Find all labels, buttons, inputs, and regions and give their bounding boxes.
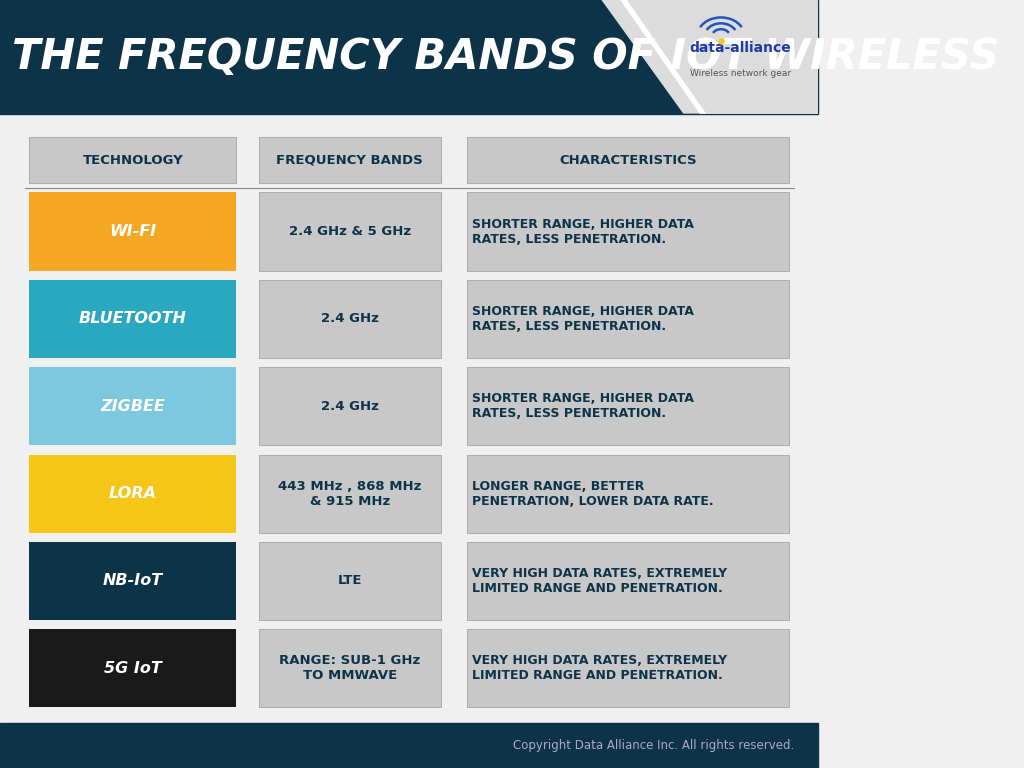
Text: LORA: LORA xyxy=(109,486,157,501)
Bar xyxy=(0,0,818,114)
FancyBboxPatch shape xyxy=(259,629,441,707)
FancyBboxPatch shape xyxy=(259,280,441,358)
FancyBboxPatch shape xyxy=(467,455,788,533)
FancyBboxPatch shape xyxy=(467,542,788,620)
Text: 2.4 GHz & 5 GHz: 2.4 GHz & 5 GHz xyxy=(289,225,411,238)
FancyBboxPatch shape xyxy=(467,367,788,445)
Text: SHORTER RANGE, HIGHER DATA
RATES, LESS PENETRATION.: SHORTER RANGE, HIGHER DATA RATES, LESS P… xyxy=(472,392,694,420)
Text: CHARACTERISTICS: CHARACTERISTICS xyxy=(559,154,697,167)
FancyBboxPatch shape xyxy=(467,629,788,707)
Text: Copyright Data Alliance Inc. All rights reserved.: Copyright Data Alliance Inc. All rights … xyxy=(513,740,794,752)
Text: 2.4 GHz: 2.4 GHz xyxy=(321,399,379,412)
FancyBboxPatch shape xyxy=(30,367,237,445)
Text: TECHNOLOGY: TECHNOLOGY xyxy=(83,154,183,167)
FancyBboxPatch shape xyxy=(30,280,237,358)
Text: data-alliance: data-alliance xyxy=(690,41,792,55)
FancyBboxPatch shape xyxy=(30,137,237,184)
Text: WI-FI: WI-FI xyxy=(110,224,157,239)
Polygon shape xyxy=(617,0,818,114)
Text: LONGER RANGE, BETTER
PENETRATION, LOWER DATA RATE.: LONGER RANGE, BETTER PENETRATION, LOWER … xyxy=(472,479,714,508)
Text: Wireless network gear: Wireless network gear xyxy=(690,69,792,78)
FancyBboxPatch shape xyxy=(259,542,441,620)
Text: SHORTER RANGE, HIGHER DATA
RATES, LESS PENETRATION.: SHORTER RANGE, HIGHER DATA RATES, LESS P… xyxy=(472,217,694,246)
Text: LTE: LTE xyxy=(338,574,362,588)
FancyBboxPatch shape xyxy=(259,137,441,184)
Text: ZIGBEE: ZIGBEE xyxy=(100,399,165,414)
FancyBboxPatch shape xyxy=(467,137,788,184)
FancyBboxPatch shape xyxy=(30,455,237,533)
FancyBboxPatch shape xyxy=(30,542,237,620)
Text: RANGE: SUB-1 GHz
TO MMWAVE: RANGE: SUB-1 GHz TO MMWAVE xyxy=(280,654,421,682)
Polygon shape xyxy=(621,0,707,114)
Text: FREQUENCY BANDS: FREQUENCY BANDS xyxy=(276,154,423,167)
Text: THE FREQUENCY BANDS OF IOT WIRELESS: THE FREQUENCY BANDS OF IOT WIRELESS xyxy=(12,36,999,78)
FancyBboxPatch shape xyxy=(30,629,237,707)
Polygon shape xyxy=(601,0,708,114)
Text: 2.4 GHz: 2.4 GHz xyxy=(321,313,379,326)
FancyBboxPatch shape xyxy=(259,193,441,270)
Text: VERY HIGH DATA RATES, EXTREMELY
LIMITED RANGE AND PENETRATION.: VERY HIGH DATA RATES, EXTREMELY LIMITED … xyxy=(472,567,727,595)
Text: 443 MHz , 868 MHz
& 915 MHz: 443 MHz , 868 MHz & 915 MHz xyxy=(279,479,422,508)
Bar xyxy=(0,723,818,768)
FancyBboxPatch shape xyxy=(467,280,788,358)
Text: VERY HIGH DATA RATES, EXTREMELY
LIMITED RANGE AND PENETRATION.: VERY HIGH DATA RATES, EXTREMELY LIMITED … xyxy=(472,654,727,682)
Text: SHORTER RANGE, HIGHER DATA
RATES, LESS PENETRATION.: SHORTER RANGE, HIGHER DATA RATES, LESS P… xyxy=(472,305,694,333)
Text: NB-IoT: NB-IoT xyxy=(103,574,163,588)
Text: 5G IoT: 5G IoT xyxy=(104,660,162,676)
FancyBboxPatch shape xyxy=(467,193,788,270)
FancyBboxPatch shape xyxy=(30,193,237,270)
FancyBboxPatch shape xyxy=(259,455,441,533)
Text: BLUETOOTH: BLUETOOTH xyxy=(79,311,187,326)
FancyBboxPatch shape xyxy=(259,367,441,445)
